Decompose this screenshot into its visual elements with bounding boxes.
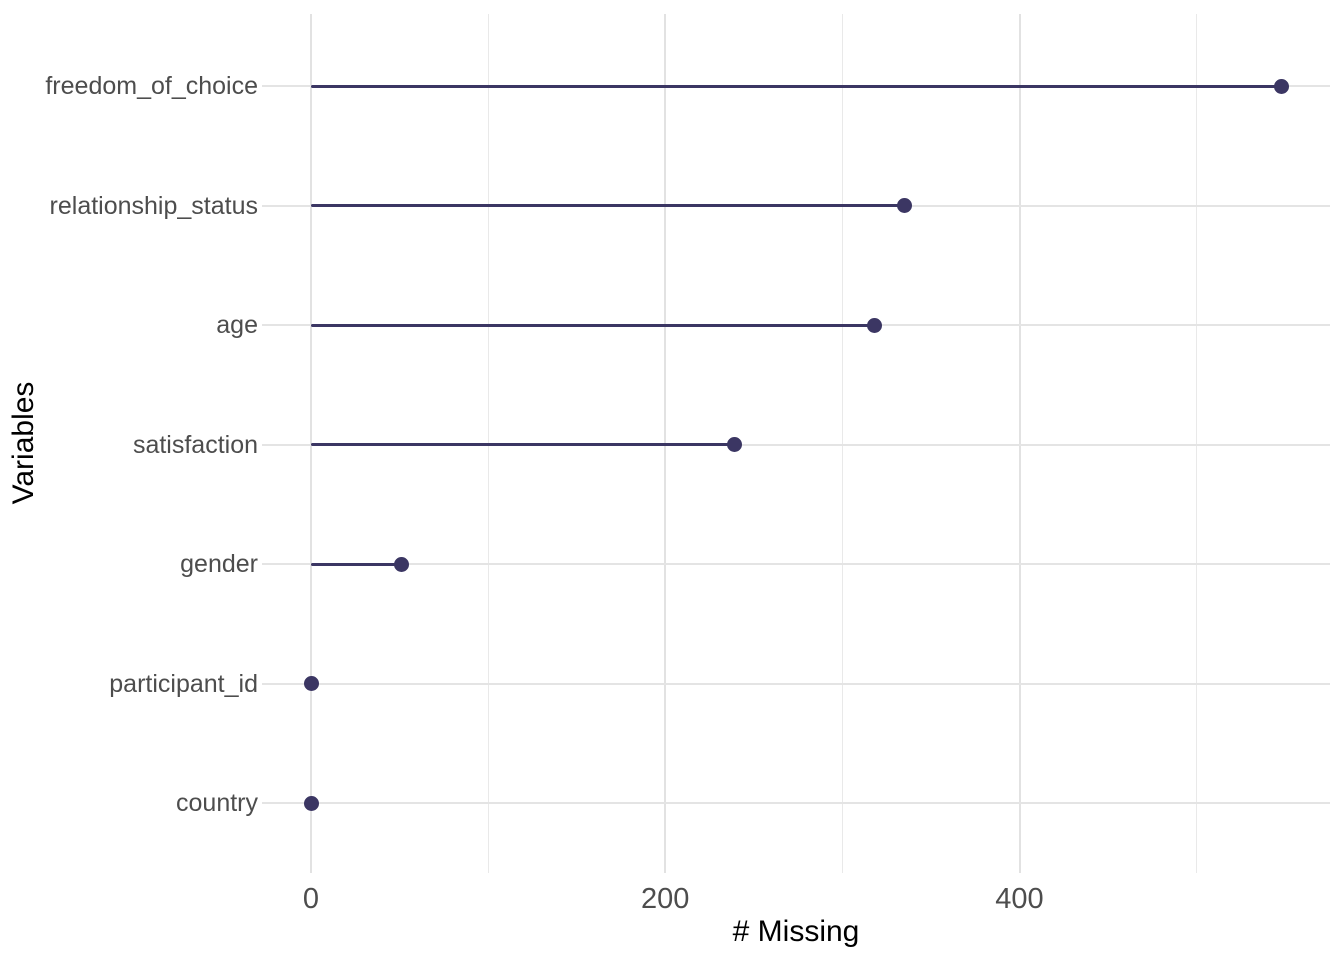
lollipop-dot-country (303, 795, 319, 811)
x-tick-label-0: 0 (302, 883, 320, 915)
lollipop-dot-relationship_status (896, 198, 912, 213)
lollipop-dot-satisfaction (726, 437, 742, 452)
lollipop-dot-age (866, 317, 882, 333)
lollipop-stick-freedom_of_choice (311, 84, 1282, 88)
gridline-row-gender (262, 563, 1330, 565)
lollipop-stick-satisfaction (311, 443, 735, 446)
y-tick-label-gender: gender (180, 550, 258, 578)
x-axis-title: # Missing (732, 915, 860, 948)
plot-panel (262, 14, 1330, 873)
lollipop-dot-freedom_of_choice (1274, 78, 1290, 94)
y-axis-title: Variables (7, 381, 40, 505)
y-tick-label-satisfaction: satisfaction (132, 430, 258, 459)
lollipop-stick-gender (311, 562, 402, 566)
lollipop-dot-gender (393, 556, 409, 572)
lollipop-dot-participant_id (303, 676, 319, 691)
y-tick-label-freedom_of_choice: freedom_of_choice (45, 72, 258, 100)
x-tick-label-400: 400 (995, 883, 1044, 915)
y-tick-label-age: age (216, 311, 258, 339)
x-axis-tick-labels: 0 200 400 (0, 883, 1344, 917)
gridline-row-country (262, 802, 1330, 804)
y-tick-label-participant_id: participant_id (109, 669, 258, 698)
lollipop-stick-age (311, 323, 875, 327)
lollipop-stick-relationship_status (311, 204, 905, 207)
x-tick-label-200: 200 (641, 883, 690, 915)
gridline-row-satisfaction (262, 443, 1330, 446)
gridline-row-participant_id (262, 682, 1330, 685)
y-tick-label-country: country (176, 789, 258, 817)
y-tick-label-relationship_status: relationship_status (49, 191, 258, 220)
